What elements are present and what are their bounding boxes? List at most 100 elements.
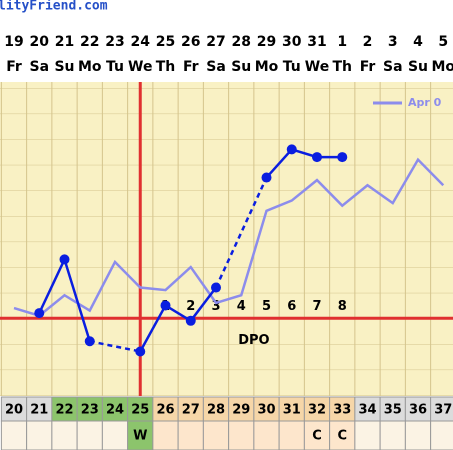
cycle-day: 20 (5, 403, 23, 418)
date-label: 1 (337, 34, 347, 50)
header-bg (0, 0, 453, 82)
marker-cell (430, 420, 453, 450)
date-label: 27 (206, 34, 225, 50)
date-label: 21 (55, 34, 74, 50)
gap-connector (214, 177, 268, 289)
cycle-day: 33 (333, 403, 351, 418)
point (59, 254, 70, 265)
dpo-number: 2 (186, 299, 195, 314)
marker-cell (303, 420, 331, 450)
weekday-label: Tu (283, 59, 301, 75)
weekday-label: Th (156, 59, 176, 75)
weekday-label: Fr (6, 59, 22, 75)
weekday-label: Tu (106, 59, 124, 75)
cycle-day: 36 (409, 403, 427, 418)
date-label: 31 (307, 34, 326, 50)
point (160, 300, 171, 311)
point (261, 172, 272, 183)
dpo-number: 4 (237, 299, 246, 314)
point (337, 152, 348, 163)
marker-cell (329, 420, 356, 450)
marker: C (312, 429, 322, 444)
date-label: 29 (257, 34, 276, 50)
dpo-number: 7 (312, 299, 321, 314)
marker-cell (101, 420, 129, 450)
marker-cell (177, 420, 204, 450)
weekday-label: We (128, 59, 152, 75)
marker: C (337, 429, 347, 444)
cycle-day-cell (51, 396, 78, 422)
layer: 19Fr20Sa21Su22Mo23Tu24We25Th26Fr27Sa28Su… (0, 34, 453, 450)
cycle-day: 25 (131, 403, 149, 418)
weekday-label: Th (332, 59, 352, 75)
point (286, 144, 297, 155)
weekday-label: Su (408, 59, 428, 75)
date-label: 25 (156, 34, 175, 50)
cycle-day: 30 (257, 403, 275, 418)
weekday-label: Sa (383, 59, 403, 75)
point (211, 282, 221, 293)
weekday-label: Su (231, 59, 251, 75)
marker-cell (51, 420, 78, 450)
cycle-day: 32 (308, 403, 326, 418)
weekday-label: Mo (431, 59, 453, 75)
cycle-day: 21 (30, 403, 48, 418)
marker-cell (354, 420, 381, 450)
cycle-day: 28 (207, 403, 225, 418)
marker-cell (26, 420, 53, 450)
point (84, 336, 95, 347)
point (185, 315, 196, 326)
cycle-day: 27 (182, 403, 200, 418)
weekday-label: Su (54, 59, 74, 75)
legend-label: Apr 0 (408, 96, 442, 109)
cycle-day: 31 (283, 403, 301, 418)
cycle-day: 24 (106, 403, 124, 418)
cycle-day: 37 (434, 403, 452, 418)
date-label: 2 (363, 34, 373, 50)
dpo-number: 8 (338, 299, 347, 314)
cycle-day: 35 (384, 403, 402, 418)
weekday-label: Fr (183, 59, 199, 75)
site-name: lityFriend.com (0, 0, 108, 14)
date-label: 28 (232, 34, 251, 50)
date-label: 5 (438, 34, 448, 50)
date-label: 4 (413, 34, 423, 50)
cycle-day-cell (0, 396, 28, 422)
marker-cell (0, 420, 28, 450)
date-label: 20 (30, 34, 50, 50)
cycle-day-cell (379, 396, 406, 422)
marker-cell (127, 420, 154, 450)
series-line (265, 147, 343, 179)
marker-cell (152, 420, 179, 450)
date-label: 22 (80, 34, 99, 50)
weekday-label: Sa (206, 59, 226, 75)
date-label: 3 (388, 34, 398, 50)
point (135, 346, 146, 357)
cycle-day: 26 (156, 403, 174, 418)
cycle-day: 22 (55, 403, 73, 418)
cycle-day: 34 (358, 403, 376, 418)
weekday-label: Sa (29, 59, 49, 75)
marker-cell (379, 420, 406, 450)
cycle-day-cell (404, 396, 432, 422)
marker-cell (228, 420, 255, 450)
date-label: 23 (105, 34, 124, 50)
marker-cell (404, 420, 432, 450)
series-line (13, 157, 445, 318)
date-label: 30 (282, 34, 302, 50)
marker-cell (202, 420, 230, 450)
dpo-number: 5 (262, 299, 271, 314)
dpo-number: 6 (287, 299, 296, 314)
weekday-label: Fr (360, 59, 376, 75)
cycle-day: 23 (81, 403, 99, 418)
date-label: 24 (131, 34, 151, 50)
dpo-number: 3 (211, 299, 220, 314)
point (312, 152, 322, 163)
date-label: 19 (4, 34, 23, 50)
weekday-label: We (305, 59, 329, 75)
row-grid (0, 82, 453, 396)
cycle-day: 29 (232, 403, 250, 418)
marker-cell (76, 420, 103, 450)
dpo-label: DPO (238, 333, 269, 348)
